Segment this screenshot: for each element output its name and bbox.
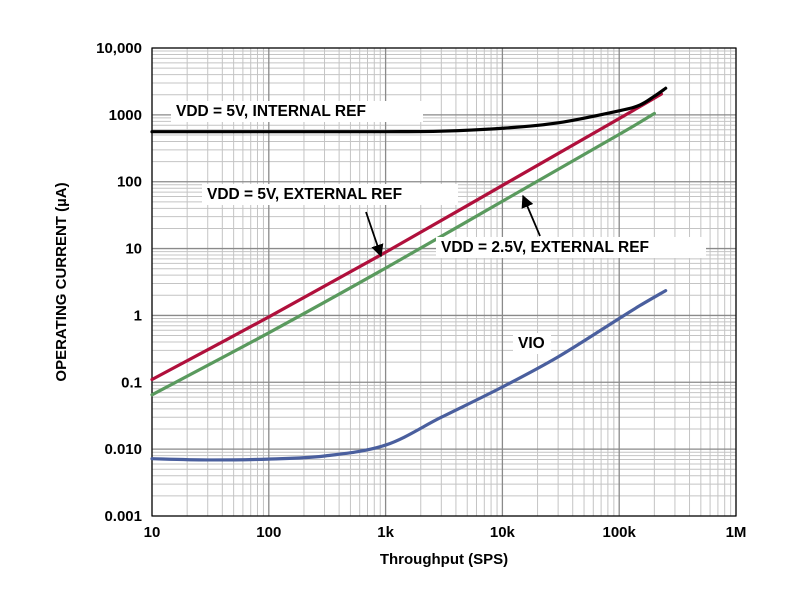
x-tick-label: 10 xyxy=(144,524,161,541)
y-tick-label: 10,000 xyxy=(96,40,142,57)
y-tick-label: 10 xyxy=(125,241,142,258)
x-tick-label: 1M xyxy=(726,524,747,541)
series-lines xyxy=(150,86,668,462)
x-tick-label: 1k xyxy=(377,524,394,541)
annotation-label-background xyxy=(513,333,551,354)
x-tick-label: 100 xyxy=(256,524,281,541)
plot-frame xyxy=(151,47,737,517)
annotation-arrow xyxy=(365,211,384,258)
y-tick-label: 0.1 xyxy=(121,374,142,391)
annotation-vdd5v-external-ref: VDD = 5V, EXTERNAL REF xyxy=(207,186,402,203)
annotation-arrow xyxy=(521,194,541,237)
y-tick-label: 0.010 xyxy=(104,441,142,458)
series-line-vdd2p5v-external-ref xyxy=(150,111,656,397)
x-tick-label: 100k xyxy=(603,524,637,541)
y-tick-label: 100 xyxy=(117,174,142,191)
annotation-vdd5v-internal-ref: VDD = 5V, INTERNAL REF xyxy=(176,103,366,120)
series-line-vdd5v-internal-ref xyxy=(150,86,668,134)
x-tick-label: 10k xyxy=(490,524,516,541)
annotation-label-background xyxy=(436,237,706,258)
y-tick-label: 1000 xyxy=(109,107,142,124)
y-tick-label: 0.001 xyxy=(104,508,142,525)
y-axis-title: OPERATING CURRENT (µA) xyxy=(53,182,70,381)
annotation-label-background xyxy=(202,184,458,205)
y-tick-labels: 10,000 1000 100 10 1 0.1 0.010 0.001 xyxy=(96,40,142,525)
annotation-layer: VDD = 5V, INTERNAL REF VDD = 5V, EXTERNAL… xyxy=(171,101,706,354)
series-line-vdd5v-external-ref xyxy=(150,92,664,382)
annotation-vdd2p5v-external-ref: VDD = 2.5V, EXTERNAL REF xyxy=(441,239,649,256)
annotation-label-background xyxy=(171,101,423,122)
x-axis-title: Throughput (SPS) xyxy=(380,551,508,568)
plot-background xyxy=(152,48,736,516)
annotation-vio: VIO xyxy=(518,335,545,352)
series-line-vio xyxy=(150,289,668,462)
y-tick-label: 1 xyxy=(134,307,142,324)
x-tick-labels: 10 100 1k 10k 100k 1M xyxy=(144,524,747,541)
